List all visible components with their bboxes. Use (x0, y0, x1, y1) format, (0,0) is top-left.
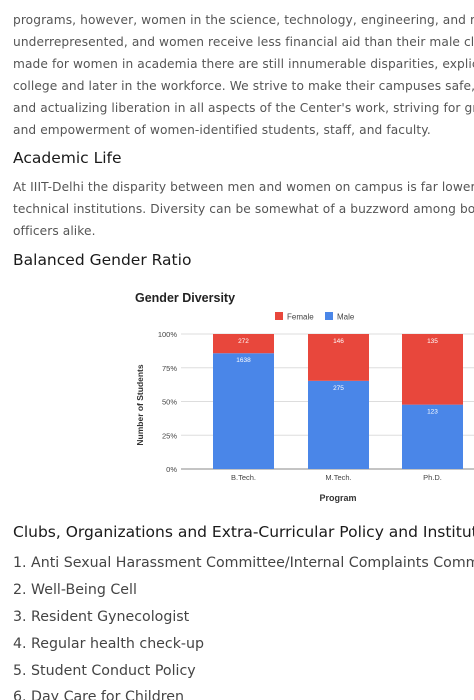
bar-male-btech (213, 353, 274, 469)
y-tick-label: 75% (162, 364, 177, 373)
list-item: 6. Day Care for Children (13, 689, 184, 700)
y-axis-ticks: 0% 25% 50% 75% 100% (158, 330, 178, 474)
y-tick-label: 0% (166, 465, 177, 474)
intro-line: made for women in academia there are sti… (13, 57, 474, 71)
legend-label-male: Male (337, 313, 355, 322)
y-tick-label: 25% (162, 431, 177, 440)
bar-male-mtech (308, 380, 369, 469)
x-tick-label: Ph.D. (423, 473, 442, 482)
data-label-female: 135 (427, 338, 438, 345)
intro-line: college and later in the workforce. We s… (13, 79, 474, 93)
x-axis-label: Program (319, 493, 356, 503)
x-axis-ticks: B.Tech. M.Tech. Ph.D. (231, 473, 442, 482)
legend-swatch-female (275, 312, 283, 320)
legend-swatch-male (325, 312, 333, 320)
data-label-male: 1638 (236, 357, 251, 364)
chart-bars: 272 1638 146 275 135 123 (213, 334, 463, 469)
list-item: 3. Resident Gynecologist (13, 609, 190, 625)
gender-ratio-heading: Balanced Gender Ratio (13, 251, 192, 269)
academic-line: technical institutions. Diversity can be… (13, 202, 474, 216)
intro-line: programs, however, women in the science,… (13, 13, 474, 27)
y-axis-label: Number of Students (135, 364, 145, 445)
bar-female-phd (402, 334, 463, 405)
chart-legend: Female Male (275, 312, 355, 322)
chart-title: Gender Diversity (135, 291, 235, 305)
y-tick-label: 100% (158, 330, 178, 339)
academic-line: At IIIT-Delhi the disparity between men … (13, 180, 474, 194)
academic-line: officers alike. (13, 224, 96, 238)
list-item: 2. Well-Being Cell (13, 582, 137, 598)
data-label-female: 146 (333, 338, 344, 345)
intro-line: and empowerment of women-identified stud… (13, 123, 431, 137)
clubs-heading: Clubs, Organizations and Extra-Curricula… (13, 523, 474, 541)
y-tick-label: 50% (162, 398, 177, 407)
bar-female-mtech (308, 334, 369, 381)
legend-label-female: Female (287, 313, 314, 322)
list-item: 1. Anti Sexual Harassment Committee/Inte… (13, 555, 474, 571)
data-label-male: 123 (427, 409, 438, 416)
list-item: 5. Student Conduct Policy (13, 663, 196, 679)
academic-life-heading: Academic Life (13, 149, 122, 167)
data-label-female: 272 (238, 338, 249, 345)
list-item: 4. Regular health check-up (13, 636, 205, 652)
data-label-male: 275 (333, 385, 344, 392)
bar-female-btech (213, 334, 274, 354)
intro-line: and actualizing liberation in all aspect… (13, 101, 474, 115)
x-tick-label: M.Tech. (325, 473, 351, 482)
x-tick-label: B.Tech. (231, 473, 256, 482)
bar-male-phd (402, 404, 463, 469)
intro-line: underrepresented, and women receive less… (13, 35, 474, 49)
